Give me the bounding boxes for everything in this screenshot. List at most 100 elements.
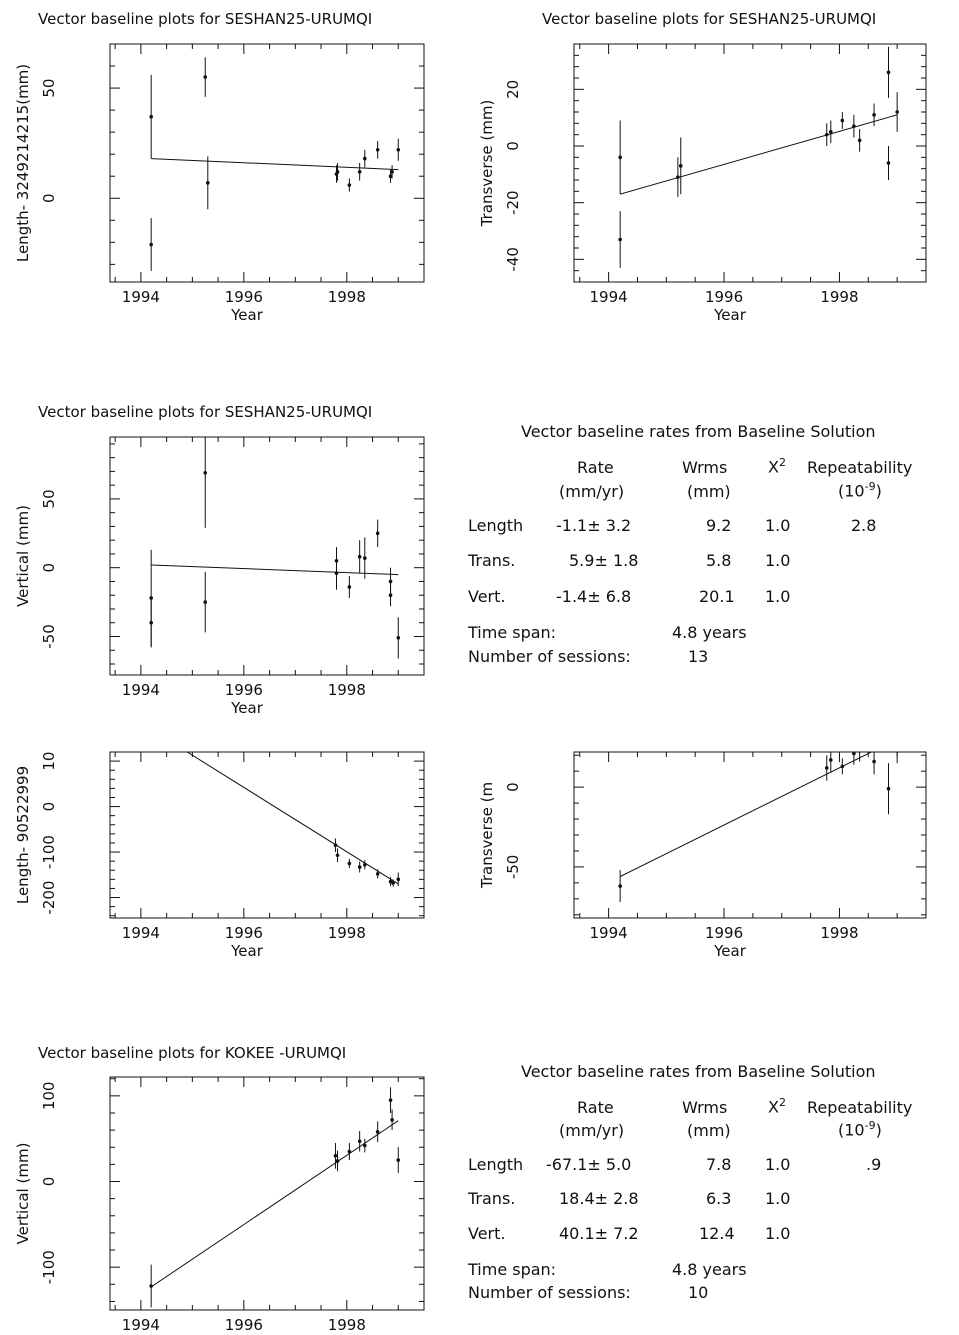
data-point [357, 170, 362, 174]
x-tick-label: 1994 [122, 681, 160, 699]
y-axis-label: Length- 3249214215(mm) [14, 64, 32, 262]
row-trans-label: Trans. [468, 551, 516, 570]
plot-data-group [149, 1087, 401, 1308]
y-tick-label: 0 [40, 802, 58, 812]
chart-svg: 1994 1996 1998 Year -50 0 Transverse (m [478, 745, 927, 960]
fit-line [186, 752, 399, 885]
data-point [333, 1154, 338, 1158]
data-point [396, 147, 401, 152]
data-point [149, 114, 153, 119]
x-tick-label: 1996 [225, 924, 263, 942]
fit-line [151, 564, 399, 576]
x-axis-label: Year [230, 942, 264, 960]
header-wrms-unit: (mm) [687, 482, 731, 501]
x-tick-label: 1998 [328, 924, 366, 942]
y-tick-label: -200 [40, 881, 58, 915]
data-point [396, 877, 401, 882]
plot-frame [573, 43, 927, 283]
data-point [334, 571, 339, 575]
header-rate-unit: (mm/yr) [559, 1121, 625, 1140]
row-length-chi2: 1.0 [765, 516, 791, 535]
fit-line [151, 158, 399, 171]
plot-frame [109, 751, 425, 919]
y-axis-label: Vertical (mm) [14, 505, 32, 607]
row-trans-wrms: 6.3 [706, 1189, 732, 1208]
x-axis-label: Year [230, 699, 264, 717]
x-tick-label: 1996 [225, 288, 263, 306]
x-tick-label: 1996 [225, 681, 263, 699]
plot-frame [109, 1076, 425, 1311]
data-point [203, 600, 208, 604]
data-point [618, 237, 622, 242]
chart-svg: Vector baseline plots for KOKEE -URUMQI 1… [14, 1044, 425, 1334]
header-repeatability-unit: (10-9) [838, 480, 882, 501]
chart-svg: Vector baseline plots for SESHAN25-URUMQ… [14, 10, 425, 324]
row-length-rep: .9 [866, 1155, 882, 1174]
plot-seshan-vertical: Vector baseline plots for SESHAN25-URUMQ… [0, 0, 480, 730]
data-point [390, 170, 394, 174]
data-point [335, 170, 340, 174]
data-point [335, 853, 340, 858]
row-vert-rate: 40.1± 7.2 [559, 1224, 639, 1243]
plot-title: Vector baseline plots for SESHAN25-URUMQ… [542, 10, 876, 28]
table-title: Vector baseline rates from Baseline Solu… [521, 422, 876, 441]
y-tick-label: 0 [40, 563, 58, 573]
data-point [149, 620, 153, 625]
x-tick-label: 1994 [590, 924, 628, 942]
x-tick-label: 1996 [705, 288, 743, 306]
data-point [347, 861, 352, 866]
x-tick-label: 1994 [122, 288, 160, 306]
y-tick-label: 0 [504, 141, 522, 151]
data-point [203, 470, 208, 475]
data-point [388, 593, 393, 598]
header-repeatability-unit: (10-9) [838, 1119, 882, 1140]
data-point [840, 764, 845, 769]
x-axis-label: Year [713, 306, 747, 324]
plot-frame [109, 436, 425, 676]
data-point [363, 156, 367, 161]
data-point [375, 1130, 380, 1134]
data-point [363, 1143, 367, 1148]
row-vert-chi2: 1.0 [765, 1224, 791, 1243]
data-point [886, 786, 891, 791]
x-axis-label: Year [713, 942, 747, 960]
y-tick-label: -100 [40, 835, 58, 869]
y-tick-label: 50 [40, 79, 58, 98]
header-repeatability: Repeatability [807, 1098, 913, 1117]
header-wrms: Wrms [682, 458, 728, 477]
data-point [396, 1158, 401, 1162]
data-point [872, 759, 876, 764]
row-length-wrms: 9.2 [706, 516, 732, 535]
data-point [390, 1118, 394, 1122]
data-point [828, 130, 833, 134]
plot-kokee-length: 1994 1996 1998 Year -200 -100 0 10 Length- 90522… [0, 0, 480, 970]
rates-table-kokee: Vector baseline rates from Baseline Solu… [466, 1060, 956, 1310]
plot-data-group [618, 745, 899, 903]
row-vert-wrms: 12.4 [699, 1224, 735, 1243]
row-vert-wrms: 20.1 [699, 587, 735, 606]
data-point [895, 110, 899, 114]
row-vert-rate: -1.4± 6.8 [556, 587, 632, 606]
row-trans-rate: 5.9± 1.8 [569, 551, 639, 570]
x-tick-label: 1996 [225, 1316, 263, 1334]
row-trans-wrms: 5.8 [706, 551, 732, 570]
data-point [375, 872, 380, 876]
x-tick-label: 1994 [590, 288, 628, 306]
time-span-label: Time span: [468, 1260, 557, 1279]
data-point [852, 124, 856, 128]
row-length-rate: -67.1± 5.0 [546, 1155, 632, 1174]
fit-line [619, 752, 873, 877]
y-axis-label: Vertical (mm) [14, 1143, 32, 1245]
rates-table-seshan: Vector baseline rates from Baseline Solu… [466, 420, 956, 680]
row-vert-label: Vert. [468, 587, 506, 606]
data-point [618, 884, 622, 888]
y-axis-label: Transverse (mm) [478, 100, 496, 228]
row-trans-rate: 18.4± 2.8 [559, 1189, 639, 1208]
plot-data-group [149, 57, 401, 271]
y-tick-label: -40 [504, 247, 522, 272]
data-point [872, 113, 876, 117]
x-tick-label: 1998 [328, 1316, 366, 1334]
fit-line [620, 114, 898, 195]
data-point [203, 75, 208, 79]
data-point [895, 745, 899, 749]
